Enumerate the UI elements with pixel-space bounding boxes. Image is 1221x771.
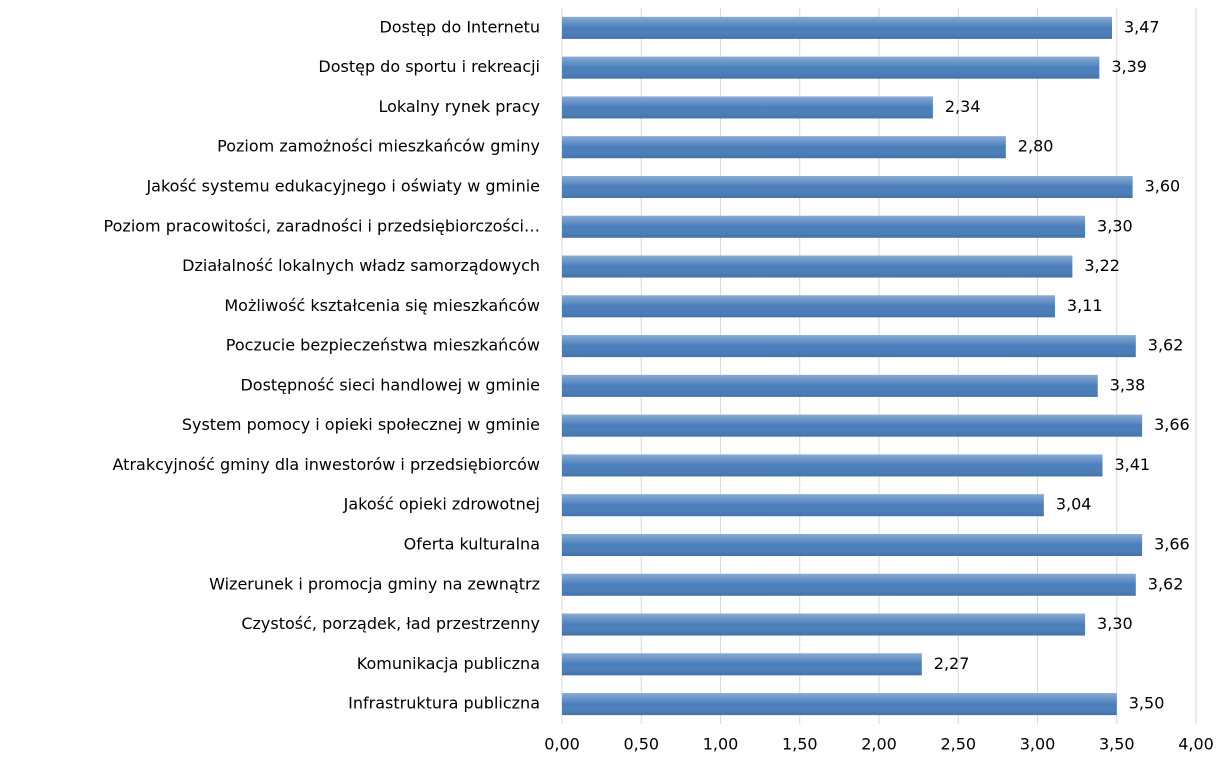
value-label: 3,30 (1097, 614, 1133, 633)
bar-shine (562, 96, 933, 119)
y-tick-label: Komunikacja publiczna (357, 654, 540, 673)
bar-shine (562, 335, 1136, 358)
value-label: 3,39 (1111, 57, 1147, 76)
value-label: 3,04 (1056, 495, 1092, 514)
value-label: 3,11 (1067, 296, 1103, 315)
value-label: 3,22 (1084, 256, 1120, 275)
y-tick-label: Oferta kulturalna (404, 535, 540, 554)
y-tick-label: Infrastruktura publiczna (348, 694, 540, 713)
y-tick-label: Dostępność sieci handlowej w gminie (240, 375, 540, 394)
y-tick-label: Wizerunek i promocja gminy na zewnątrz (209, 574, 540, 593)
bar-shine (562, 295, 1055, 318)
bar-shine (562, 136, 1006, 159)
y-tick-label: Poczucie bezpieczeństwa mieszkańców (226, 336, 540, 355)
value-label: 3,62 (1148, 336, 1184, 355)
y-tick-label: Działalność lokalnych władz samorządowyc… (182, 256, 540, 275)
y-tick-label: Dostęp do sportu i rekreacji (318, 57, 540, 76)
y-tick-label: Jakość systemu edukacyjnego i oświaty w … (145, 177, 540, 196)
value-label: 2,80 (1018, 137, 1054, 156)
x-tick-label: 3,00 (1020, 735, 1056, 754)
bar-shine (562, 176, 1133, 198)
bar-shine (562, 215, 1086, 238)
bar-shine (562, 653, 922, 676)
x-tick-label: 4,00 (1178, 735, 1214, 754)
value-label: 3,38 (1110, 375, 1146, 394)
value-label: 3,50 (1129, 694, 1165, 713)
x-tick-label: 0,50 (623, 735, 659, 754)
y-tick-label: Czystość, porządek, ład przestrzenny (241, 614, 540, 633)
y-tick-label: Atrakcyjność gminy dla inwestorów i prze… (113, 455, 541, 474)
x-tick-label: 1,50 (782, 735, 818, 754)
bar-shine (562, 414, 1143, 437)
bar-shine (562, 56, 1100, 79)
bar-shine (562, 255, 1073, 278)
value-label: 2,34 (945, 97, 981, 116)
x-tick-label: 3,50 (1099, 735, 1135, 754)
y-tick-label: System pomocy i opieki społecznej w gmin… (182, 415, 540, 434)
value-label: 2,27 (934, 654, 970, 673)
x-tick-label: 2,50 (940, 735, 976, 754)
y-tick-label: Możliwość kształcenia się mieszkańców (224, 296, 540, 315)
value-label: 3,60 (1145, 177, 1181, 196)
y-tick-label: Lokalny rynek pracy (378, 97, 540, 116)
value-label: 3,62 (1148, 574, 1184, 593)
x-tick-label: 0,00 (544, 735, 580, 754)
value-label: 3,47 (1124, 17, 1160, 36)
y-tick-label: Dostęp do Internetu (379, 17, 540, 36)
bar-shine (562, 534, 1143, 556)
y-tick-label: Poziom zamożności mieszkańców gminy (217, 137, 540, 156)
value-label: 3,41 (1114, 455, 1150, 474)
value-label: 3,66 (1154, 415, 1190, 434)
y-tick-label: Poziom pracowitości, zaradności i przeds… (104, 216, 540, 235)
bar-shine (562, 16, 1112, 39)
x-tick-label: 2,00 (861, 735, 897, 754)
bar-shine (562, 693, 1117, 716)
y-tick-label: Jakość opieki zdrowotnej (343, 495, 540, 514)
bar-shine (562, 573, 1136, 596)
x-tick-label: 1,00 (703, 735, 739, 754)
bar-shine (562, 454, 1103, 477)
bar-shine (562, 613, 1086, 636)
bar-shine (562, 374, 1098, 397)
value-label: 3,30 (1097, 216, 1133, 235)
bar-shine (562, 494, 1044, 517)
value-label: 3,66 (1154, 535, 1190, 554)
